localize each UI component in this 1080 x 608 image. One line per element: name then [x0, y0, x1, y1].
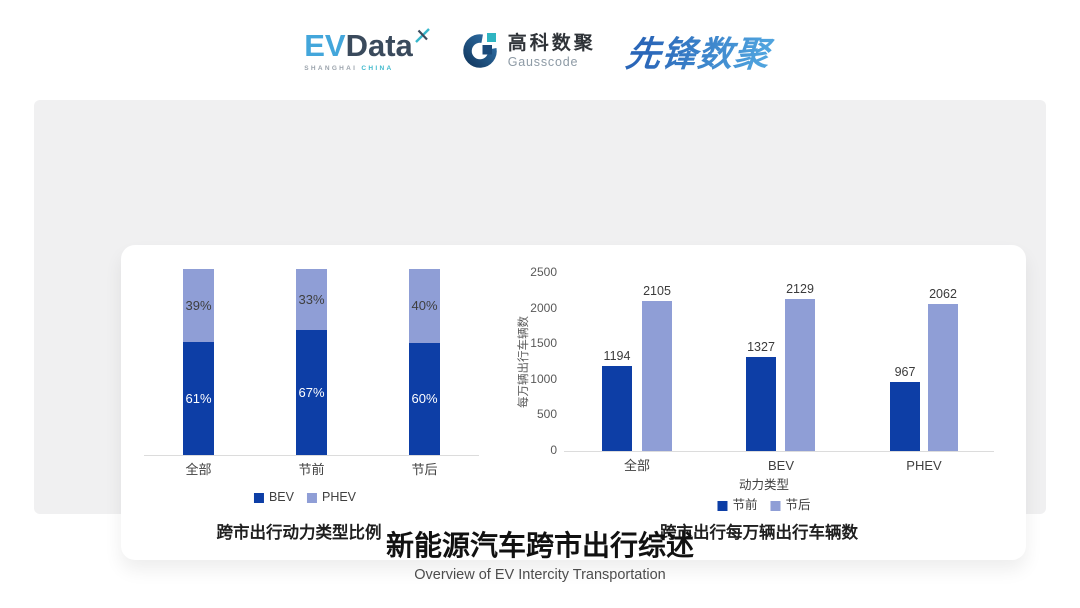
- bar-value-pre: 1327: [747, 339, 775, 354]
- legend-swatch: [717, 500, 728, 511]
- bar-label-phev: 33%: [298, 291, 325, 307]
- y-tick-label: 2500: [530, 265, 557, 279]
- bar-label-bev: 67%: [298, 384, 325, 400]
- legend-label: PHEV: [321, 490, 357, 504]
- right-chart-title: 跨市出行每万辆出行车辆数: [660, 524, 858, 542]
- y-tick-label: 1000: [530, 371, 557, 386]
- evdata-wordmark: EV Data: [304, 28, 431, 63]
- legend-label: 节前: [732, 498, 758, 512]
- evdata-tagline: SHANGHAI CHINA: [304, 65, 431, 72]
- bar-pre-holiday: [890, 382, 920, 451]
- evdata-shanghai-text: SHANGHAI: [304, 65, 358, 72]
- gausscode-cn-text: 高科数聚: [507, 33, 596, 55]
- evdata-data-text: Data: [345, 28, 413, 63]
- x-tick-label: PHEV: [906, 458, 942, 473]
- bar-value-post: 2062: [929, 287, 957, 302]
- x-axis-line: [144, 455, 479, 456]
- bar-segment-phev: [296, 269, 327, 330]
- legend-label: BEV: [268, 490, 294, 504]
- gausscode-en-text: Gausscode: [507, 54, 579, 69]
- page-title: 新能源汽车跨市出行综述: [385, 530, 694, 561]
- bar-segment-bev: [183, 342, 214, 455]
- x-tick-label: BEV: [767, 458, 794, 473]
- bar-value-pre: 1194: [603, 348, 631, 363]
- x-spark-icon: [414, 28, 430, 43]
- bar-value-pre: 967: [894, 365, 916, 380]
- x-tick-label: 全部: [623, 458, 650, 473]
- header-logos: EV Data SHANGHAI CHINA: [0, 22, 1080, 80]
- bar-value-post: 2105: [643, 284, 671, 299]
- legend-item: 节后: [770, 498, 811, 513]
- y-tick-label: 0: [550, 443, 557, 457]
- bar-label-bev: 61%: [185, 390, 212, 406]
- y-tick-label: 2000: [530, 300, 557, 315]
- charts-card: 39% 61% 全部 33% 67% 节前 40% 60% 节后 BEV PHEV 0 500 1000…: [121, 245, 1026, 560]
- bar-post-holiday: [785, 299, 815, 451]
- bar-label-phev: 39%: [185, 297, 212, 313]
- footer: 新能源汽车跨市出行综述 Overview of EV Intercity Tra…: [0, 529, 1080, 583]
- x-tick-label: 全部: [185, 462, 212, 477]
- x-tick-label: 节前: [298, 462, 325, 477]
- evdata-logo: EV Data SHANGHAI CHINA: [304, 28, 431, 72]
- y-axis-title: 每万辆出行车辆数: [518, 316, 531, 408]
- evdata-ev-text: EV: [304, 28, 346, 63]
- gausscode-logo: 高科数聚 Gausscode: [461, 32, 596, 70]
- bar-segment-phev: [183, 269, 214, 342]
- gausscode-wordmark: 高科数聚 Gausscode: [508, 33, 596, 69]
- legend-item: BEV: [253, 490, 294, 505]
- bar-segment-phev: [409, 269, 440, 343]
- legend: 节前 节后: [717, 498, 811, 513]
- legend-item: 节前: [717, 498, 758, 513]
- x-axis-title: 动力类型: [738, 478, 790, 492]
- bar-pre-holiday: [602, 365, 632, 451]
- y-tick-label: 1500: [530, 336, 557, 351]
- page-subtitle: Overview of EV Intercity Transportation: [414, 567, 666, 583]
- legend-label: 节后: [785, 498, 811, 512]
- y-tick-label: 500: [536, 407, 557, 422]
- pioneer-logo: 先锋数聚: [623, 26, 778, 77]
- x-axis-line: [564, 451, 994, 452]
- bar-segment-bev: [296, 330, 327, 455]
- chart-trips-per-10k: 0 500 1000 1500 2000 2500 每万辆出行车辆数 1194 2105 全部 13…: [121, 245, 1026, 560]
- content-panel: 39% 61% 全部 33% 67% 节前 40% 60% 节后 BEV PHEV 0 500 1000…: [34, 100, 1046, 560]
- bar-post-holiday: [642, 301, 672, 451]
- bar-label-phev: 40%: [411, 298, 438, 313]
- legend-item: PHEV: [306, 490, 357, 505]
- bar-pre-holiday: [746, 356, 776, 451]
- bar-label-bev: 60%: [411, 391, 438, 406]
- evdata-china-text: CHINA: [361, 65, 394, 72]
- legend-swatch: [253, 492, 264, 503]
- bar-post-holiday: [928, 304, 958, 451]
- gausscode-g-icon: [463, 33, 497, 68]
- bar-segment-bev: [409, 343, 440, 455]
- legend: BEV PHEV: [253, 490, 357, 505]
- x-tick-label: 节后: [411, 462, 438, 477]
- legend-swatch: [770, 500, 781, 511]
- left-chart-title: 跨市出行动力类型比例: [216, 524, 382, 542]
- chart-power-type-ratio: 39% 61% 全部 33% 67% 节前 40% 60% 节后 BEV PHEV: [121, 245, 1026, 560]
- legend-swatch: [306, 492, 317, 503]
- bar-value-post: 2129: [786, 282, 814, 297]
